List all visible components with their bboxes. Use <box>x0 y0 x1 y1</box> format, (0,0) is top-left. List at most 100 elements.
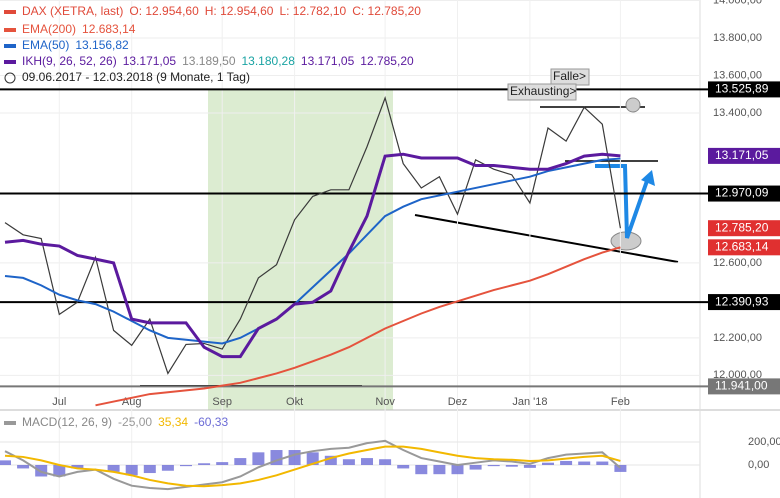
histogram-bar <box>469 464 482 470</box>
level-tag <box>708 185 780 202</box>
x-tick-label: Okt <box>286 396 303 408</box>
legend-entry: EMA(50) 13.156,82 <box>22 38 129 52</box>
y-tick-label: 200,00 <box>748 436 780 448</box>
histogram-bar <box>523 464 536 468</box>
legend-text: 13.171,05 <box>123 54 177 68</box>
histogram-bar <box>324 455 337 465</box>
y-tick-label: 13.600,00 <box>713 69 762 81</box>
legend-text: EMA(200) <box>22 22 76 36</box>
y-tick-label: 12.000,00 <box>713 369 762 381</box>
period: 09.06.2017 - 12.03.2018 (9 Monate, 1 Tag… <box>22 70 250 84</box>
legend-entry: DAX (XETRA, last) O: 12.954,60 H: 12.954,6… <box>22 4 421 18</box>
histogram-bar <box>0 460 11 465</box>
histogram-bar <box>180 464 192 467</box>
histogram-bar <box>125 464 138 476</box>
marker-circle <box>625 97 641 113</box>
highlight-zone <box>208 90 393 410</box>
legend-text: 12.683,14 <box>82 22 136 36</box>
trend-line <box>414 214 679 263</box>
level-label: 13.525,89 <box>715 82 769 96</box>
histogram-bar <box>542 462 554 465</box>
x-tick-label: Nov <box>375 396 395 408</box>
legend-entry: IKH(9, 26, 52, 26) 13.171,05 13.189,50 13.1… <box>22 54 414 68</box>
price-tag-label: 12.785,20 <box>715 220 769 234</box>
histogram-bar <box>161 464 174 471</box>
price-tag <box>708 239 780 256</box>
histogram-bar <box>198 463 211 465</box>
level-tag <box>708 378 780 395</box>
level-label: 11.941,00 <box>715 379 768 393</box>
y-tick-label: 14.000,00 <box>713 0 762 6</box>
histogram-bar <box>234 458 247 465</box>
level-label: 12.390,93 <box>715 294 769 308</box>
y-tick-label: 13.400,00 <box>713 107 762 119</box>
legend-entry: EMA(200) 12.683,14 <box>22 22 136 36</box>
series-line <box>4 152 621 359</box>
y-tick-label: 13.800,00 <box>713 32 762 44</box>
price-tag-label: 12.683,14 <box>715 239 769 253</box>
legend-text: 13.156,82 <box>75 38 129 52</box>
histogram-bar <box>17 464 30 469</box>
legend-text: -60,33 <box>194 415 228 429</box>
legend-text: IKH(9, 26, 52, 26) <box>22 54 117 68</box>
histogram-bar <box>71 464 84 469</box>
histogram-bar <box>415 464 428 475</box>
legend-text: 13.189,50 <box>182 54 236 68</box>
arrow-head <box>641 170 655 186</box>
level-tag <box>708 294 780 311</box>
legend-text: EMA(50) <box>22 38 69 52</box>
forecast-arrow <box>595 164 650 239</box>
legend-text: 12.785,20 <box>360 54 414 68</box>
series-line <box>4 157 621 345</box>
macd-line <box>4 439 622 491</box>
x-tick-label: Jan '18 <box>512 396 547 408</box>
clock-icon <box>4 72 16 84</box>
annotation-box <box>507 83 577 101</box>
legend-swatch <box>4 60 16 64</box>
x-tick-label: Feb <box>611 396 630 408</box>
histogram-bar <box>143 464 156 474</box>
level-label: 12.970,09 <box>715 186 769 200</box>
y-tick-label: 12.200,00 <box>713 332 762 344</box>
series-line <box>4 96 621 375</box>
level-tag <box>708 81 780 98</box>
legend-text: 35,34 <box>158 415 188 429</box>
legend-text: L: 12.782,10 <box>279 4 346 18</box>
legend-text: H: 12.954,60 <box>205 4 274 18</box>
histogram-bar <box>614 464 627 472</box>
histogram-bar <box>216 462 229 465</box>
histogram-bar <box>560 460 573 465</box>
legend-text: 13.171,05 <box>301 54 355 68</box>
histogram-bar <box>578 461 591 465</box>
histogram-bar <box>487 464 500 467</box>
legend-text: -25,00 <box>118 415 152 429</box>
legend-entry: MACD(12, 26, 9) -25,00 35,34 -60,33 <box>22 415 228 429</box>
histogram-bar <box>433 464 446 475</box>
legend-text: O: 12.954,60 <box>129 4 199 18</box>
price-tag <box>708 220 780 237</box>
price-tag-label: 13.171,05 <box>715 148 769 162</box>
annotation: Exhausting> <box>510 84 576 98</box>
series-line <box>95 246 621 407</box>
legend-text: 13.180,28 <box>242 54 296 68</box>
x-tick-label: Sep <box>212 396 232 408</box>
histogram-bar <box>53 464 66 477</box>
macd-line <box>4 445 621 488</box>
histogram-bar <box>451 464 464 475</box>
histogram-bar <box>596 461 609 465</box>
y-tick-label: 0,00 <box>748 459 769 471</box>
y-tick-label: 12.600,00 <box>713 257 762 269</box>
histogram-bar <box>379 459 392 465</box>
histogram-bar <box>342 459 355 465</box>
legend-swatch <box>4 10 16 14</box>
x-tick-label: Dez <box>448 396 468 408</box>
histogram-bar <box>397 464 410 469</box>
legend-text: MACD(12, 26, 9) <box>22 415 112 429</box>
histogram-bar <box>107 464 120 472</box>
histogram-bar <box>288 450 301 465</box>
legend-text: C: 12.785,20 <box>352 4 421 18</box>
legend-swatch <box>4 28 16 32</box>
histogram-bar <box>505 464 518 467</box>
